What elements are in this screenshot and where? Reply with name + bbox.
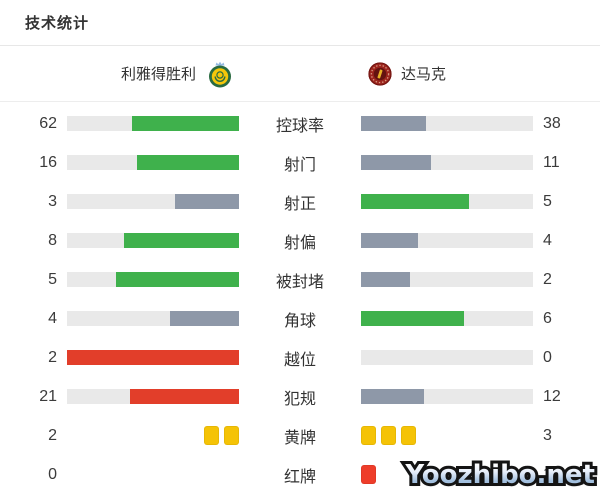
- away-team: 达马克: [366, 60, 600, 88]
- away-bar-fill: [361, 389, 424, 404]
- home-bar-fill: [67, 350, 239, 365]
- home-bar-fill: [124, 233, 239, 248]
- stat-label: 越位: [283, 351, 316, 369]
- stat-label: 射偏: [283, 234, 316, 252]
- stat-label: 射正: [283, 195, 316, 213]
- away-value: 38: [543, 114, 561, 132]
- away-bar: [361, 426, 533, 445]
- stat-label: 犯规: [283, 390, 316, 408]
- stat-label: 射门: [283, 156, 316, 174]
- stats-list: 62 控球率 38 16 射门 11 3 射正 5 8 射偏 4 5 被封堵 2…: [0, 102, 600, 494]
- home-value: 3: [48, 192, 57, 210]
- yellow-card-icon: [401, 426, 416, 445]
- away-bar: [361, 272, 533, 287]
- home-value: 8: [48, 231, 57, 249]
- away-value: 4: [543, 231, 552, 249]
- away-bar: [361, 155, 533, 170]
- away-value: 6: [543, 309, 552, 327]
- stat-row: 62 控球率 38: [0, 104, 600, 143]
- home-bar: [67, 389, 239, 404]
- stat-row: 8 射偏 4: [0, 221, 600, 260]
- watermark-text: Yoozhibo.net: [405, 460, 595, 490]
- home-bar-fill: [129, 389, 239, 404]
- yellow-card-icon: [381, 426, 396, 445]
- away-bar: [361, 233, 533, 248]
- away-bar-fill: [361, 116, 427, 131]
- home-bar-fill: [170, 311, 239, 326]
- home-bar: [67, 233, 239, 248]
- al-nassr-badge-icon: [209, 61, 231, 87]
- home-value: 2: [48, 426, 57, 444]
- home-value: 21: [39, 387, 57, 405]
- home-bar: [67, 350, 239, 365]
- away-bar-fill: [361, 155, 431, 170]
- home-bar: [67, 311, 239, 326]
- away-bar: [361, 311, 533, 326]
- away-value: 0: [543, 348, 552, 366]
- home-bar: [67, 465, 239, 484]
- stat-row: 5 被封堵 2: [0, 260, 600, 299]
- away-value: 1: [543, 466, 581, 484]
- stat-row: 2 越位 0: [0, 338, 600, 377]
- away-value: 11: [543, 153, 560, 171]
- home-value: 5: [48, 270, 57, 288]
- yellow-card-icon: [204, 426, 219, 445]
- watermark: Yoozhibo.net Yoozhibo.net: [402, 459, 598, 491]
- away-bar: [361, 116, 533, 131]
- away-bar-fill: [361, 194, 469, 209]
- home-team-name: 利雅得胜利: [120, 66, 196, 83]
- away-value: 3: [543, 426, 552, 444]
- away-bar-fill: [361, 272, 411, 287]
- stat-label: 被封堵: [275, 273, 324, 291]
- stat-row: 3 射正 5: [0, 182, 600, 221]
- away-team-name: 达马克: [401, 66, 447, 83]
- home-value: 62: [39, 114, 57, 132]
- teams-header: 利雅得胜利 达马克: [0, 46, 600, 102]
- away-bar-fill: [361, 311, 465, 326]
- stat-row: 2 黄牌 3: [0, 416, 600, 455]
- stat-row: 21 犯规 12: [0, 377, 600, 416]
- yellow-card-icon: [224, 426, 239, 445]
- home-bar: [67, 272, 239, 287]
- page-title: 技术统计: [25, 15, 90, 32]
- watermark-outline: Yoozhibo.net: [402, 459, 598, 491]
- home-bar: [67, 426, 239, 445]
- away-bar-fill: [361, 233, 419, 248]
- home-bar-fill: [137, 155, 239, 170]
- panel-header: 技术统计: [0, 0, 600, 46]
- away-bar: [361, 465, 533, 484]
- home-bar: [67, 194, 239, 209]
- yellow-card-icon: [361, 426, 376, 445]
- away-bar: [361, 194, 533, 209]
- home-bar-fill: [116, 272, 239, 287]
- stat-label: 黄牌: [283, 429, 316, 447]
- red-card-icon: [361, 465, 376, 484]
- home-bar: [67, 116, 239, 131]
- away-value: 5: [543, 192, 552, 210]
- away-bar: [361, 389, 533, 404]
- stat-row: 4 角球 6: [0, 299, 600, 338]
- stat-row: 16 射门 11: [0, 143, 600, 182]
- home-bar-fill: [174, 194, 239, 209]
- away-value: 12: [543, 387, 561, 405]
- home-bar: [67, 155, 239, 170]
- home-value: 2: [48, 348, 57, 366]
- away-bar: [361, 350, 533, 365]
- home-value: 16: [39, 153, 57, 171]
- damac-badge-icon: [368, 61, 392, 86]
- home-bar-fill: [132, 116, 239, 131]
- stat-label: 控球率: [275, 117, 324, 135]
- home-value: 4: [48, 309, 57, 327]
- home-value: 0: [48, 465, 57, 483]
- away-value: 2: [543, 270, 552, 288]
- stat-row: 0 红牌 1: [0, 455, 600, 494]
- stat-label: 角球: [283, 312, 316, 330]
- home-team: 利雅得胜利: [0, 60, 234, 88]
- stat-label: 红牌: [283, 468, 316, 486]
